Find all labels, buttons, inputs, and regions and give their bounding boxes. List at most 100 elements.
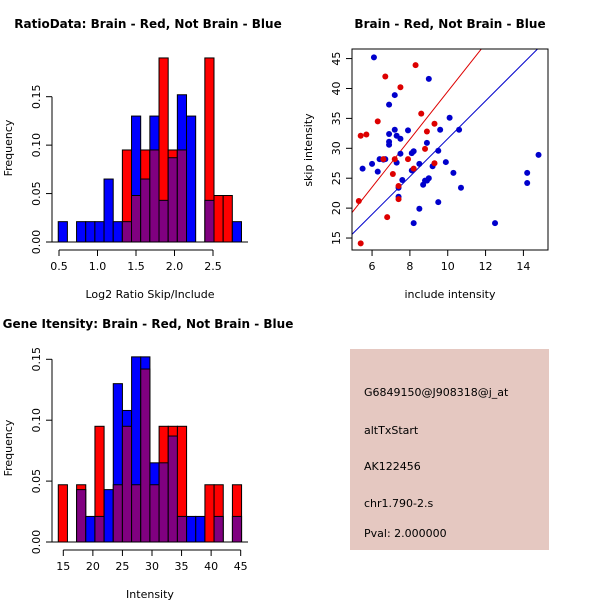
scatter-point-blue [456,126,463,133]
info-panel-background [350,349,549,550]
scatter-plot-frame [351,48,549,251]
ratio-bar-blue [112,221,123,243]
intensity-histogram-xlabel: Intensity [126,588,174,600]
scatter-point-blue [386,141,393,148]
ratio-y-tick-label: 0.10 [30,133,43,158]
intensity-histogram-ylabel: Frequency [2,419,15,476]
intensity-y-tick-label: 0.10 [30,408,43,433]
intensity-bar-blue [85,515,96,543]
scatter-point-blue [370,54,377,61]
info-probe-id: G6849150@J908318@j_at [364,386,509,399]
intensity-bar-blue [186,515,197,543]
intensity-x-tick-label: 25 [115,560,129,573]
scatter-ylabel: skip intensity [302,113,315,187]
scatter-point-blue [359,165,366,172]
scatter-x-tick-label: 14 [516,260,530,273]
ratio-histogram-xlabel: Log2 Ratio Skip/Include [85,288,214,301]
scatter-point-red [395,182,402,189]
scatter-point-blue [399,177,406,184]
scatter-point-red [397,84,404,91]
scatter-point-blue [405,127,411,134]
scatter-point-blue [435,199,442,206]
intensity-bar-overlap [112,484,123,543]
scatter-point-blue [425,75,432,82]
ratio-bar-overlap [158,199,169,243]
scatter-point-blue [397,135,404,142]
scatter-fit-line-red [352,49,482,213]
intensity-x-tick-label: 40 [204,560,218,573]
intensity-bar-overlap [176,515,188,543]
scatter-point-blue [442,159,449,166]
intensity-bar-overlap [213,515,224,543]
info-location: chr1.790-2.s [364,497,433,510]
intensity-x-tick-label: 20 [86,560,100,573]
ratio-bar-overlap [140,178,151,243]
scatter-point-red [412,62,419,69]
scatter-point-blue [391,92,398,99]
ratio-x-tick-label: 0.5 [50,260,68,273]
scatter-point-blue [535,151,542,158]
scatter-point-blue [369,160,376,167]
intensity-bar-overlap [94,515,105,543]
scatter-y-tick-label: 45 [330,52,343,66]
ratio-bar-overlap [149,149,160,243]
ratio-bar-overlap [131,195,142,243]
ratio-bar-blue [231,221,242,243]
intensity-x-tick-label: 15 [56,560,70,573]
scatter-x-tick-label: 6 [369,260,376,273]
intensity-bar-red [204,484,215,543]
ratio-histogram-ylabel: Frequency [2,119,15,176]
intensity-y-tick-label: 0.05 [30,469,43,494]
scatter-point-red [357,132,364,139]
scatter-point-red [357,240,364,247]
scatter-y-tick-label: 25 [330,171,343,185]
intensity-y-tick-label: 0.00 [30,530,43,555]
scatter-x-tick-label: 10 [441,260,455,273]
scatter-point-red [380,156,387,163]
scatter-title: Brain - Red, Not Brain - Blue [354,17,545,31]
ratio-bar-overlap [167,157,178,243]
scatter-point-blue [391,126,398,133]
intensity-bar-overlap [121,425,133,543]
scatter-xlabel: include intensity [404,288,496,301]
scatter-point-red [355,197,362,204]
scatter-point-blue [386,101,393,108]
intensity-x-tick-label: 35 [175,560,189,573]
scatter-point-red [391,156,398,163]
ratio-bar-overlap [121,221,133,243]
info-pval: Pval: 2.000000 [364,527,447,540]
scatter-point-red [405,156,411,163]
ratio-bar-blue [103,178,114,243]
intensity-bar-overlap [167,435,178,543]
scatter-point-blue [492,220,499,227]
scatter-x-tick-label: 12 [479,260,493,273]
intensity-bar-blue [195,515,206,543]
scatter-point-blue [423,139,430,146]
ratio-bar-blue [94,221,105,243]
scatter-point-blue [435,147,442,154]
scatter-point-blue [524,180,531,186]
ratio-bar-blue [85,221,96,243]
scatter-point-red [384,214,391,221]
scatter-point-red [423,128,430,135]
ratio-bar-red [222,195,233,243]
scatter-point-blue [416,160,423,167]
scatter-y-tick-label: 40 [330,81,343,95]
ratio-x-tick-label: 1.0 [89,260,107,273]
scatter-point-blue [423,177,430,184]
intensity-bar-overlap [158,462,169,543]
scatter-point-blue [524,169,531,176]
scatter-y-tick-label: 30 [330,141,343,155]
scatter-point-blue [386,130,393,137]
scatter-point-red [431,160,438,167]
ratio-bar-blue [76,221,87,243]
ratio-bar-blue [57,221,68,243]
scatter-point-red [363,131,370,138]
ratio-bar-overlap [204,199,215,243]
ratio-y-tick-label: 0.00 [30,230,43,255]
scatter-point-blue [410,220,417,227]
scatter-point-blue [416,205,423,212]
ratio-bar-red [213,195,224,243]
intensity-bar-red [57,484,68,543]
